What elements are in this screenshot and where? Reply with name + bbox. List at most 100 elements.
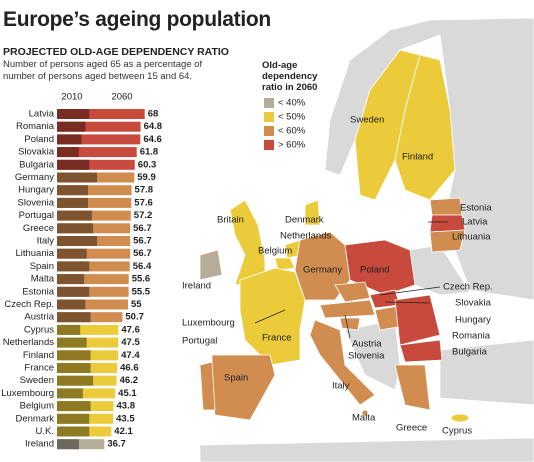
category-label: Cyprus [24, 324, 54, 335]
map-label: Luxembourg [182, 318, 235, 329]
map [199, 17, 534, 462]
map-label: Spain [224, 373, 248, 384]
value-label: 56.7 [133, 223, 152, 234]
category-label: Czech Rep. [4, 299, 54, 310]
bar-2010 [57, 147, 79, 158]
category-label: Netherlands [3, 337, 54, 348]
value-label: 42.1 [114, 426, 133, 437]
legend-label: > 60% [278, 140, 306, 151]
map-label: Slovakia [455, 298, 492, 309]
value-label: 61.8 [140, 147, 159, 158]
category-label: Lithuania [15, 248, 54, 259]
category-label: Malta [31, 274, 55, 285]
leader [254, 309, 286, 324]
map-label: Germany [303, 265, 342, 276]
country [339, 317, 361, 331]
value-label: 57.6 [134, 197, 153, 208]
bar-2060 [57, 261, 130, 272]
category-label: Germany [15, 172, 54, 183]
category-label: Romania [16, 121, 55, 132]
legend-swatch [264, 112, 274, 122]
bar-2060 [57, 388, 116, 399]
map-label: Latvia [462, 217, 488, 228]
legend-swatch [264, 126, 274, 136]
bar-2010 [57, 172, 97, 183]
category-label: Italy [37, 236, 55, 247]
category-label: Bulgaria [19, 159, 55, 170]
category-label: Denmark [15, 413, 54, 424]
bar-2010 [57, 197, 88, 208]
country [211, 354, 276, 421]
country [394, 294, 441, 346]
value-label: 47.6 [121, 324, 139, 335]
category-label: Estonia [22, 286, 54, 297]
value-label: 50.7 [125, 312, 144, 323]
bar-2010 [57, 159, 90, 170]
bar-2010 [57, 236, 97, 246]
value-label: 46.6 [120, 363, 139, 374]
value-label: 55.6 [132, 274, 151, 285]
bar-2010 [57, 401, 91, 412]
bar-2010 [57, 413, 90, 424]
map-label: Netherlands [280, 231, 331, 242]
map-label: Sweden [350, 115, 384, 126]
country [429, 197, 463, 216]
category-label: Belgium [20, 401, 54, 412]
bar-2010 [57, 286, 90, 297]
bar-2060 [57, 147, 137, 158]
country [429, 214, 466, 233]
value-label: 56.4 [133, 261, 152, 272]
legend-label: < 40% [278, 98, 306, 109]
value-label: 43.5 [116, 413, 135, 424]
map-label: Belgium [258, 246, 292, 257]
map-label: Malta [352, 413, 376, 424]
map-label: Romania [452, 331, 491, 342]
bar-2010 [57, 439, 79, 450]
land [199, 437, 534, 462]
value-label: 57.2 [134, 210, 153, 221]
category-label: U.K. [36, 426, 54, 437]
map-labels: Sweden Finland Estonia Latvia Lithuania … [182, 115, 493, 437]
map-label: Lithuania [452, 232, 491, 243]
value-label: 45.1 [118, 388, 137, 399]
country [199, 361, 216, 411]
country [394, 54, 456, 201]
bar-2060 [57, 159, 135, 170]
map-label: Italy [332, 381, 350, 392]
map-label: Ireland [182, 281, 211, 292]
map-label: Britain [217, 215, 244, 226]
leaders [254, 221, 448, 339]
bar-2010 [57, 388, 83, 399]
legend-title: Old-age dependency ratio in 2060 [262, 60, 318, 93]
country [199, 249, 223, 281]
country [399, 339, 443, 363]
bar-2060 [57, 134, 141, 145]
bar-2010 [57, 363, 91, 373]
bar-2010 [57, 134, 82, 145]
map-label: Estonia [460, 203, 492, 214]
country [309, 319, 376, 406]
map-label: Bulgaria [452, 347, 488, 358]
bar-2010 [57, 185, 88, 196]
value-label: 36.7 [107, 439, 126, 450]
map-label: Greece [396, 423, 427, 434]
land [439, 339, 534, 406]
value-label: 55.5 [132, 286, 151, 297]
bar-2060 [57, 337, 119, 348]
value-label: 56.7 [133, 236, 152, 247]
value-label: 60.3 [138, 159, 157, 170]
bar-2060 [57, 248, 131, 259]
legend: < 40% < 50% < 60% > 60% [264, 98, 306, 151]
bar-2060 [57, 109, 145, 119]
bar-2010 [57, 261, 90, 272]
category-label: Hungary [18, 185, 54, 196]
country [304, 199, 321, 226]
series-label: 2060 [111, 92, 132, 103]
country [429, 229, 466, 253]
bar-2060 [57, 299, 128, 310]
map-label: Slovenia [348, 351, 385, 362]
value-label: 55 [131, 299, 142, 310]
bar-2060 [57, 197, 132, 208]
